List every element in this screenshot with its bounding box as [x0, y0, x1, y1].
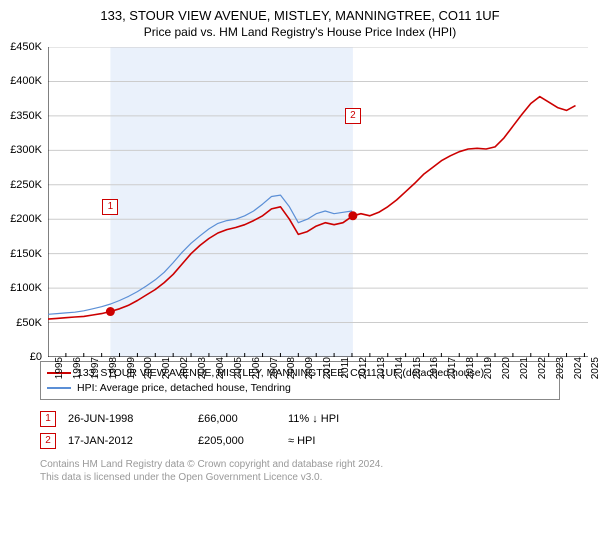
y-tick-label: £150K [10, 248, 42, 260]
y-tick-label: £50K [16, 317, 42, 329]
sale-note: ≈ HPI [288, 435, 408, 447]
x-tick-label: 2013 [372, 357, 387, 379]
x-tick-label: 2002 [175, 357, 190, 379]
legend-swatch [47, 387, 71, 389]
x-tick-label: 2017 [443, 357, 458, 379]
x-tick-label: 2019 [479, 357, 494, 379]
sale-price: £66,000 [198, 413, 288, 425]
x-tick-label: 2010 [318, 357, 333, 379]
sale-badge: 1 [40, 411, 56, 427]
x-tick-label: 2015 [408, 357, 423, 379]
title-line-2: Price paid vs. HM Land Registry's House … [0, 25, 600, 39]
x-tick-label: 1997 [86, 357, 101, 379]
x-tick-label: 2012 [354, 357, 369, 379]
x-tick-label: 2022 [533, 357, 548, 379]
legend-label: HPI: Average price, detached house, Tend… [77, 381, 291, 396]
footer-line-2: This data is licensed under the Open Gov… [40, 471, 560, 484]
x-tick-label: 2020 [497, 357, 512, 379]
y-tick-label: £100K [10, 282, 42, 294]
x-tick-label: 2006 [247, 357, 262, 379]
y-tick-label: £250K [10, 179, 42, 191]
y-tick-label: £350K [10, 110, 42, 122]
x-tick-label: 2004 [211, 357, 226, 379]
y-tick-label: £450K [10, 41, 42, 53]
x-tick-label: 2007 [265, 357, 280, 379]
y-tick-label: £300K [10, 144, 42, 156]
sale-date: 26-JUN-1998 [68, 413, 198, 425]
x-tick-label: 2014 [390, 357, 405, 379]
footer-line-1: Contains HM Land Registry data © Crown c… [40, 458, 560, 471]
sale-marker-badge: 1 [102, 199, 118, 215]
y-tick-label: £400K [10, 75, 42, 87]
chart-svg [48, 47, 588, 357]
sale-row: 2 17-JAN-2012£205,000≈ HPI [40, 430, 560, 452]
x-tick-label: 2000 [139, 357, 154, 379]
sale-marker-badge: 2 [345, 108, 361, 124]
chart-area: £0£50K£100K£150K£200K£250K£300K£350K£400… [48, 47, 588, 357]
footer-note: Contains HM Land Registry data © Crown c… [40, 458, 560, 484]
x-tick-label: 2016 [425, 357, 440, 379]
x-tick-label: 1996 [68, 357, 83, 379]
y-tick-label: £0 [30, 351, 42, 363]
chart-title: 133, STOUR VIEW AVENUE, MISTLEY, MANNING… [0, 0, 600, 39]
title-line-1: 133, STOUR VIEW AVENUE, MISTLEY, MANNING… [0, 8, 600, 23]
x-tick-label: 2021 [515, 357, 530, 379]
x-tick-label: 2005 [229, 357, 244, 379]
sales-table: 1 26-JUN-1998£66,00011% ↓ HPI 2 17-JAN-2012… [40, 408, 560, 452]
sale-note: 11% ↓ HPI [288, 413, 408, 425]
y-tick-label: £200K [10, 213, 42, 225]
x-tick-label: 2001 [157, 357, 172, 379]
x-tick-label: 2023 [551, 357, 566, 379]
sale-price: £205,000 [198, 435, 288, 447]
legend-item: HPI: Average price, detached house, Tend… [47, 381, 553, 396]
x-tick-label: 2011 [336, 357, 351, 379]
x-tick-label: 2008 [282, 357, 297, 379]
sale-row: 1 26-JUN-1998£66,00011% ↓ HPI [40, 408, 560, 430]
x-tick-label: 2018 [461, 357, 476, 379]
x-tick-label: 2025 [586, 357, 600, 379]
x-tick-label: 2009 [300, 357, 315, 379]
sale-date: 17-JAN-2012 [68, 435, 198, 447]
x-tick-label: 2003 [193, 357, 208, 379]
x-tick-label: 1998 [104, 357, 119, 379]
x-tick-label: 1995 [50, 357, 65, 379]
x-tick-label: 1999 [122, 357, 137, 379]
sale-badge: 2 [40, 433, 56, 449]
x-tick-label: 2024 [569, 357, 584, 379]
